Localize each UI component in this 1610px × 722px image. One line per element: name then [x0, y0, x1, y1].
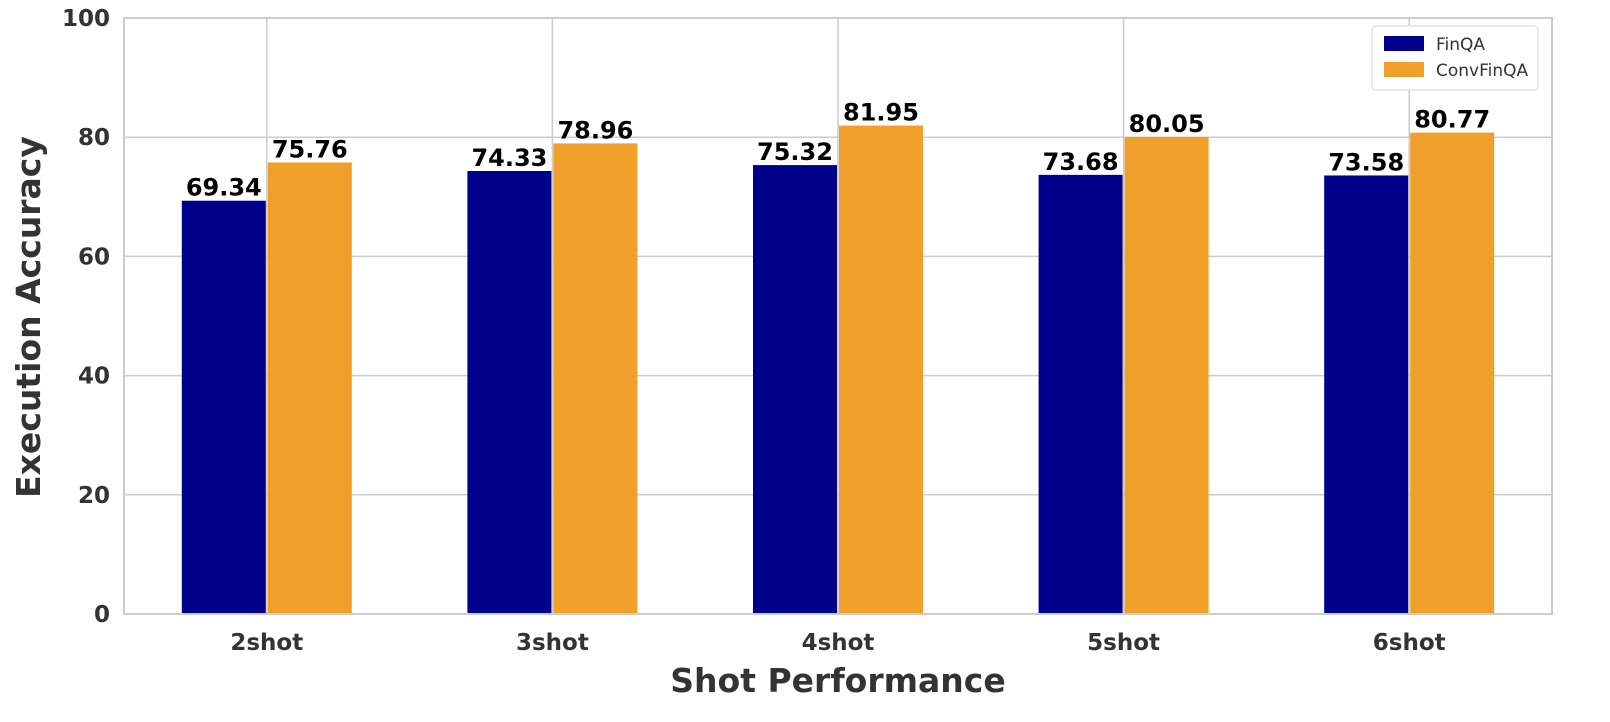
- data-label: 73.68: [1043, 148, 1119, 176]
- legend-swatch: [1384, 62, 1424, 77]
- data-labels-layer: 69.34 74.33 75.32 73.68 73.58 75.76 78.96 81.95…: [186, 99, 1490, 202]
- bar-convfinqa-5shot: [1124, 136, 1209, 615]
- bar-convfinqa-2shot: [267, 162, 352, 614]
- x-tick-label: 4shot: [802, 630, 875, 656]
- data-label: 73.58: [1328, 148, 1404, 176]
- y-tick-label: 20: [78, 483, 110, 509]
- data-label: 74.33: [471, 144, 547, 172]
- x-axis-title: Shot Performance: [670, 661, 1005, 700]
- y-tick-label: 40: [78, 364, 110, 390]
- y-tick-label: 0: [94, 602, 110, 628]
- data-label: 80.05: [1129, 110, 1205, 138]
- data-label: 81.95: [843, 99, 919, 127]
- legend-swatch: [1384, 36, 1424, 51]
- y-tick-labels: 0 20 40 60 80 100: [62, 6, 110, 628]
- y-axis-title: Execution Accuracy: [9, 136, 48, 498]
- bar-convfinqa-3shot: [553, 143, 638, 614]
- y-tick-label: 80: [78, 125, 110, 151]
- bar-finqa-5shot: [1038, 174, 1123, 615]
- bar-finqa-3shot: [467, 170, 552, 614]
- plot-frame: [123, 17, 1553, 615]
- legend: FinQA ConvFinQA: [1371, 25, 1539, 91]
- legend-label: ConvFinQA: [1436, 61, 1529, 81]
- x-tick-labels: 2shot 3shot 4shot 5shot 6shot: [230, 630, 1445, 656]
- data-label: 69.34: [186, 174, 262, 202]
- legend-label: FinQA: [1436, 35, 1485, 55]
- frame-layer: [123, 17, 1553, 615]
- bar-finqa-2shot: [181, 200, 266, 615]
- y-tick-label: 100: [62, 6, 110, 32]
- data-label: 75.76: [272, 135, 348, 163]
- data-label: 78.96: [557, 116, 633, 144]
- x-tick-label: 3shot: [516, 630, 589, 656]
- bars-layer: [181, 125, 1495, 615]
- x-tick-label: 6shot: [1373, 630, 1446, 656]
- data-label: 75.32: [757, 138, 833, 166]
- bar-finqa-4shot: [753, 165, 837, 614]
- x-tick-label: 2shot: [230, 630, 303, 656]
- y-tick-label: 60: [78, 244, 110, 270]
- bar-convfinqa-6shot: [1410, 132, 1495, 615]
- bar-finqa-6shot: [1324, 175, 1409, 614]
- x-tick-label: 5shot: [1087, 630, 1160, 656]
- data-label: 80.77: [1414, 106, 1490, 134]
- bar-convfinqa-4shot: [839, 125, 923, 614]
